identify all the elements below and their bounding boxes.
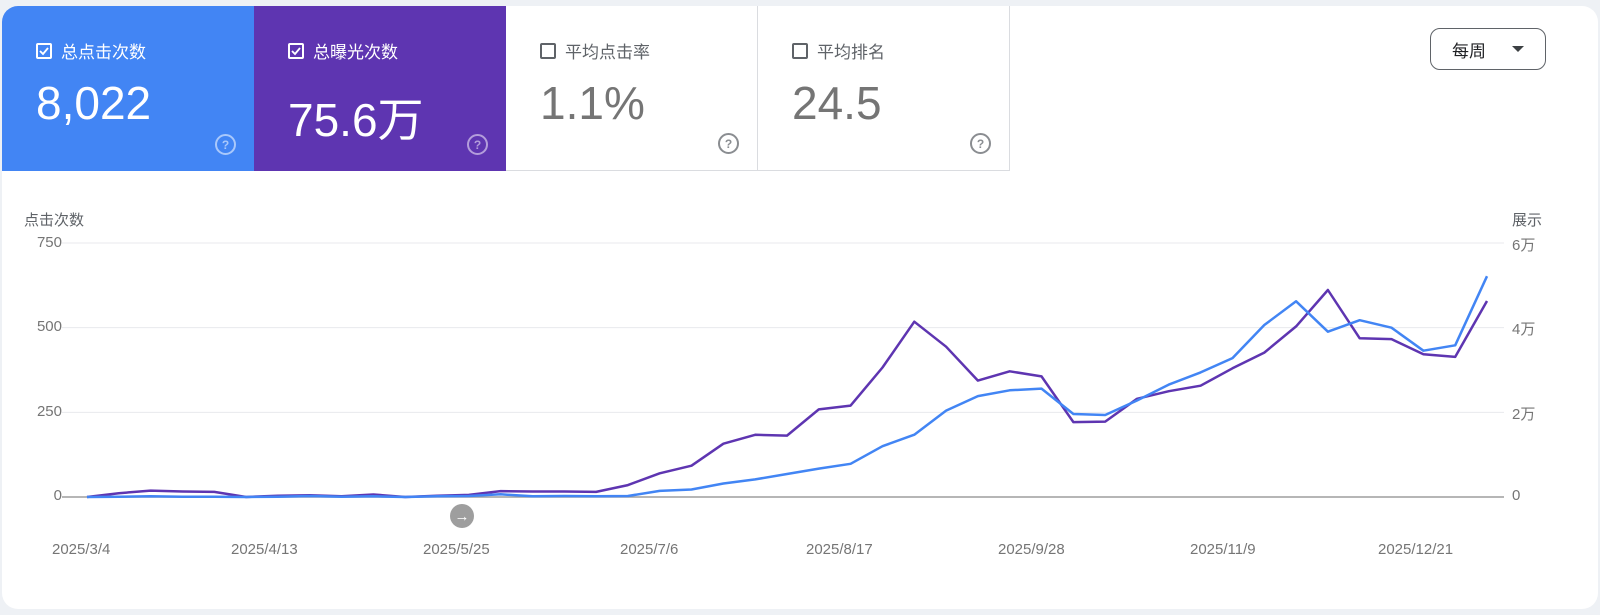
- help-icon[interactable]: ?: [718, 133, 739, 154]
- checkbox-checked-icon[interactable]: [288, 42, 304, 59]
- checkbox-unchecked-icon[interactable]: [792, 42, 808, 59]
- period-select-value: 每周: [1452, 41, 1486, 61]
- line-chart[interactable]: [2, 6, 1598, 609]
- left-tick: 750: [36, 234, 62, 251]
- metric-label: 平均排名: [817, 43, 885, 62]
- metric-label: 总曝光次数: [313, 43, 398, 62]
- left-axis-title: 点击次数: [24, 212, 85, 229]
- metric-value: 1.1%: [540, 77, 645, 129]
- metric-tiles: 总点击次数 8,022 ? 总曝光次数 75.6万 ? 平均点击率 1.1% ?…: [2, 6, 1010, 171]
- x-tick-label: 2025/8/17: [806, 541, 873, 558]
- arrow-right-icon[interactable]: →: [450, 504, 474, 528]
- metric-tile-position[interactable]: 平均排名 24.5 ?: [758, 6, 1010, 171]
- metric-label: 平均点击率: [565, 43, 650, 62]
- right-tick: 6万: [1512, 237, 1536, 254]
- metric-tile-ctr[interactable]: 平均点击率 1.1% ?: [506, 6, 758, 171]
- help-icon[interactable]: ?: [467, 134, 488, 155]
- left-tick: 250: [36, 403, 62, 420]
- x-tick-label: 2025/11/9: [1190, 541, 1256, 558]
- help-icon[interactable]: ?: [215, 134, 236, 155]
- metric-label: 总点击次数: [61, 43, 146, 62]
- metric-value: 8,022: [36, 77, 152, 129]
- help-icon[interactable]: ?: [970, 133, 991, 154]
- metric-value: 75.6万: [288, 94, 424, 146]
- checkbox-unchecked-icon[interactable]: [540, 42, 556, 59]
- right-tick: 0: [1512, 487, 1521, 504]
- x-tick-label: 2025/3/4: [52, 541, 111, 558]
- metric-tile-impressions[interactable]: 总曝光次数 75.6万 ?: [254, 6, 506, 171]
- x-tick-label: 2025/5/25: [423, 541, 490, 558]
- checkbox-checked-icon[interactable]: [36, 42, 52, 59]
- left-tick: 500: [36, 318, 62, 335]
- x-tick-label: 2025/12/21: [1378, 541, 1454, 558]
- period-select[interactable]: 每周: [1430, 28, 1546, 70]
- caret-down-icon: [1512, 46, 1524, 52]
- metric-tile-clicks[interactable]: 总点击次数 8,022 ?: [2, 6, 254, 171]
- right-axis-title: 展示: [1512, 212, 1543, 229]
- right-tick: 2万: [1512, 406, 1536, 423]
- metric-value: 24.5: [792, 77, 882, 129]
- performance-card: 总点击次数 8,022 ? 总曝光次数 75.6万 ? 平均点击率 1.1% ?…: [2, 6, 1598, 609]
- left-tick: 0: [53, 487, 62, 504]
- right-tick: 4万: [1512, 321, 1536, 338]
- x-tick-label: 2025/4/13: [231, 541, 298, 558]
- x-tick-label: 2025/7/6: [620, 541, 679, 558]
- x-tick-label: 2025/9/28: [998, 541, 1065, 558]
